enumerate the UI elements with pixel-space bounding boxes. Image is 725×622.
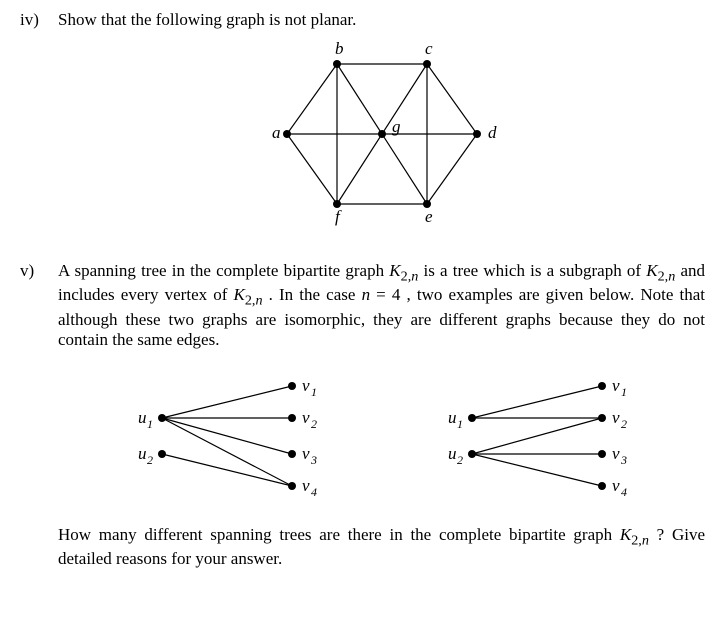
svg-text:c: c [425, 39, 433, 58]
qv-neq-n: n [362, 285, 371, 304]
k2n-4: K2,n [620, 525, 649, 544]
spanning-tree-left-svg: u1u2v1v2v3v4 [122, 356, 332, 511]
svg-text:1: 1 [147, 417, 153, 431]
svg-text:4: 4 [621, 485, 627, 499]
svg-text:1: 1 [457, 417, 463, 431]
svg-text:u: u [448, 408, 457, 427]
svg-text:f: f [335, 207, 342, 226]
question-iv-body: Show that the following graph is not pla… [58, 10, 705, 253]
svg-text:4: 4 [311, 485, 317, 499]
question-v: v) A spanning tree in the complete bipar… [20, 261, 705, 569]
svg-text:v: v [612, 476, 620, 495]
question-v-num: v) [20, 261, 58, 569]
spanning-tree-examples: u1u2v1v2v3v4 u1u2v1v2v3v4 [58, 356, 705, 511]
svg-text:v: v [612, 444, 620, 463]
svg-text:e: e [425, 207, 433, 226]
svg-text:g: g [392, 117, 401, 136]
svg-text:d: d [488, 123, 497, 142]
graph-iv-figure: a b c d e f g [58, 34, 705, 239]
question-iv: iv) Show that the following graph is not… [20, 10, 705, 253]
graph-iv-svg: a b c d e f g [232, 34, 532, 234]
svg-text:1: 1 [311, 385, 317, 399]
svg-text:3: 3 [310, 453, 317, 467]
svg-text:v: v [302, 408, 310, 427]
svg-text:1: 1 [621, 385, 627, 399]
svg-text:u: u [138, 444, 147, 463]
svg-text:3: 3 [620, 453, 627, 467]
question-iv-num: iv) [20, 10, 58, 253]
question-iv-text: Show that the following graph is not pla… [58, 10, 356, 29]
svg-text:b: b [335, 39, 344, 58]
qv-neq-rest: = 4 , [370, 285, 417, 304]
svg-text:2: 2 [311, 417, 317, 431]
k2n-3: K2,n [234, 285, 263, 304]
svg-text:u: u [448, 444, 457, 463]
qv-tb: is a tree which is a subgraph of [418, 261, 646, 280]
qv-td: . In the case [263, 285, 362, 304]
svg-text:v: v [612, 376, 620, 395]
question-v-body: A spanning tree in the complete bipartit… [58, 261, 705, 569]
svg-text:2: 2 [147, 453, 153, 467]
svg-text:2: 2 [457, 453, 463, 467]
k2n-1: K2,n [389, 261, 418, 280]
svg-text:v: v [302, 476, 310, 495]
svg-text:v: v [612, 408, 620, 427]
svg-text:u: u [138, 408, 147, 427]
spanning-tree-right-svg: u1u2v1v2v3v4 [432, 356, 642, 511]
svg-text:v: v [302, 444, 310, 463]
svg-text:a: a [272, 123, 281, 142]
qv-tf: How many different spanning trees are th… [58, 525, 620, 544]
qv-ta: A spanning tree in the complete bipartit… [58, 261, 389, 280]
svg-text:2: 2 [621, 417, 627, 431]
svg-text:v: v [302, 376, 310, 395]
k2n-2: K2,n [646, 261, 675, 280]
